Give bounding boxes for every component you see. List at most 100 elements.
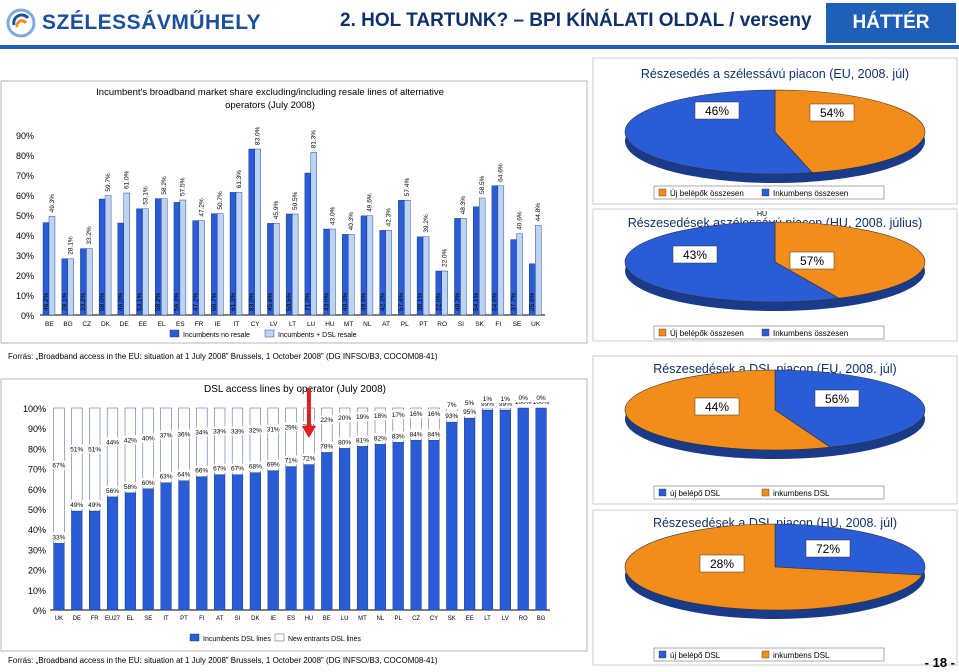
legend-swatch-new [658,488,667,497]
bar-resale [179,199,187,316]
bar-resale [198,220,205,316]
y-tick-label: 60% [28,485,46,495]
incumbent-value-label: 71% [285,458,298,465]
x-tick-label: EE [466,616,474,622]
x-tick-label: SE [513,321,522,328]
new-entrant-value-label: 42% [124,437,137,444]
bar-incumbent [89,510,101,611]
bar-value-label-noresale: 53.1% [136,292,143,311]
new-entrant-value-label: 22% [320,417,333,424]
x-tick-label: BE [45,321,54,328]
x-tick-label: PT [180,616,188,622]
x-tick-label: DE [73,616,81,622]
new-entrant-value-label: 16% [427,411,440,418]
x-tick-label: MT [358,616,367,622]
bar-incumbent [267,470,279,611]
bar-new-entrant [410,407,422,441]
x-tick-label: HU [325,321,335,328]
incumbent-value-label: 99% [481,401,494,408]
bar-value-label-noresale: 58.0% [99,292,106,311]
bar-incumbent [53,543,65,611]
bar-value-label-noresale: 40.3% [342,292,349,311]
x-tick-label: FR [195,321,204,328]
bar-new-entrant [321,407,333,453]
incumbent-value-label: 49% [70,502,83,509]
x-tick-label: RO [519,616,528,622]
label-bg [105,485,120,495]
bar-incumbent [214,474,226,611]
bar-value-label: 49.3% [49,194,56,213]
bar-value-label: 57.5% [180,177,187,196]
label-bg [212,463,227,473]
pie-label-box [694,101,740,120]
bar-incumbent [71,510,83,611]
bar-resale [404,199,411,316]
source-note-2: Forrás: „Broadband access in the EU: sit… [8,656,438,665]
x-tick-label: FI [495,321,501,328]
incumbent-value-label: 100% [533,399,550,406]
source-note-1: Forrás: „Broadband access in the EU: sit… [8,352,438,361]
bar-resale [67,258,74,316]
x-tick-label: EL [158,321,166,328]
label-bg [230,426,245,436]
bar-value-label: 44.8% [535,203,542,222]
x-tick-label: NL [377,616,385,622]
new-entrant-value-label: 31% [267,426,280,433]
y-tick-label: 50% [16,211,34,221]
x-tick-label: CY [430,616,438,622]
legend-swatch-incumbent [189,633,200,642]
label-bg [337,413,352,423]
x-tick-label: FI [199,616,205,622]
bar-value-label: 49.6% [367,193,374,212]
label-bg [123,481,138,491]
bar-value-label: 43.0% [329,206,336,225]
label-bg [498,399,513,409]
legend-label-incumbent: Incumbents DSL lines [203,636,271,643]
legend-label-noresale: Incumbents no resale [183,332,250,339]
label-bg [69,500,85,510]
page-title: 2. HOL TARTUNK? – BPI KÍNÁLATI OLDAL / v… [340,10,812,31]
new-entrant-value-label: 17% [392,412,405,419]
y-tick-label: 80% [16,151,34,161]
pie-value-label: 44% [705,400,729,414]
bar-value-label: 58.5% [479,175,486,194]
incumbent-value-label: 84% [410,431,423,438]
x-tick-label: UK [531,321,541,328]
label-bg [248,461,263,471]
legend-label-new: új belépő DSL [670,651,721,660]
legend-label-new-entrant: New entrants DSL lines [288,636,361,643]
bar-value-label-noresale: 54.1% [473,292,480,311]
hatter-button[interactable]: HÁTTÉR [826,3,956,43]
new-entrant-value-label: 36% [177,431,190,438]
bar-noresale [248,148,255,316]
bar-incumbent [356,446,369,611]
x-tick-label: UK [55,616,63,622]
bar-incumbent [392,442,404,611]
bar-value-label-noresale: 43.0% [323,292,330,311]
incumbent-value-label: 49% [88,502,101,509]
y-tick-label: 70% [16,171,34,181]
logo-text: SZÉLESSÁVMŰHELY [42,11,262,34]
chart-frame [0,378,588,652]
new-entrant-value-label: 1% [483,396,493,403]
x-tick-label: CZ [82,321,91,328]
new-entrant-value-label: 44% [106,439,119,446]
bar-incumbent [481,409,494,611]
bar-new-entrant [160,407,172,483]
bar-resale [497,185,505,316]
bar-resale [160,198,168,316]
new-entrant-value-label: 0% [519,395,529,402]
pie-slice [774,369,926,448]
label-bg [265,424,281,434]
label-bg [51,532,67,542]
x-tick-label: BG [537,616,546,622]
label-bg [319,441,335,451]
pie-value-label: 72% [816,542,840,556]
y-tick-label: 90% [16,131,34,141]
x-tick-label: EU27 [105,616,121,622]
new-entrant-value-label: 1% [501,396,511,403]
bar-resale [460,218,467,316]
new-entrant-value-label: 67% [52,463,65,470]
bar-value-label: 39.2% [423,214,430,233]
bar-resale [516,233,523,316]
